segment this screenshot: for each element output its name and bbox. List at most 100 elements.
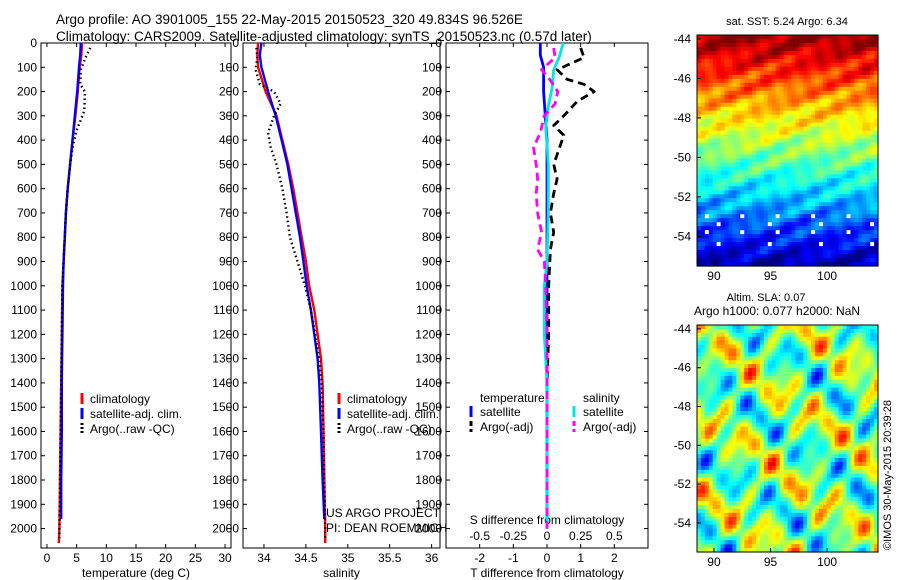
map-cell — [720, 391, 726, 397]
map-cell — [866, 438, 871, 444]
map-cell — [874, 250, 879, 255]
map-cell — [791, 461, 796, 467]
map-cell — [787, 158, 793, 164]
y-tick-label: 2000 — [415, 522, 442, 536]
map-cell — [771, 106, 777, 112]
map-cell — [838, 202, 844, 207]
map-cell — [744, 202, 749, 207]
map-cell — [700, 38, 706, 44]
map-cell — [728, 94, 734, 100]
map-cell — [759, 150, 765, 156]
map-cell — [791, 70, 796, 76]
map-cell — [744, 38, 749, 44]
map-cell — [850, 214, 855, 219]
map-cell — [862, 134, 867, 140]
map-cell — [811, 332, 816, 338]
map-cell — [842, 150, 848, 156]
map-cell — [775, 403, 781, 408]
map-cell — [811, 54, 816, 60]
map-cell — [712, 150, 718, 156]
map-cell — [846, 395, 852, 400]
map-cell — [767, 166, 773, 172]
map-cell — [716, 170, 722, 175]
map-cell — [846, 481, 852, 487]
map-cell — [716, 485, 722, 490]
map-cell — [724, 411, 730, 416]
y-tick-label: 1700 — [212, 449, 239, 463]
map-cell — [838, 82, 844, 88]
map-cell — [697, 383, 702, 389]
map-cell — [818, 230, 824, 235]
map-cell — [724, 387, 730, 393]
map-cell — [799, 162, 804, 168]
map-cell — [779, 194, 785, 199]
map-cell — [697, 170, 702, 175]
map-cell — [795, 473, 800, 479]
map-cell — [763, 364, 769, 369]
map-y-tick-label: -50 — [674, 150, 692, 164]
map-cell — [811, 360, 816, 365]
map-cell — [756, 489, 761, 494]
map-cell — [866, 258, 871, 263]
map-cell — [842, 473, 848, 479]
map-cell — [708, 114, 714, 120]
x-tick-label: 15 — [129, 551, 143, 565]
map-cell — [850, 348, 855, 353]
map-cell — [728, 162, 734, 168]
map-cell — [712, 166, 718, 172]
map-cell — [838, 126, 844, 132]
map-cell — [700, 254, 706, 259]
map-cell — [799, 166, 804, 172]
map-cell — [697, 182, 702, 187]
map-cell — [704, 102, 710, 108]
map-cell — [775, 411, 781, 416]
map-cell — [874, 70, 879, 76]
map-cell — [712, 352, 718, 357]
map-cell — [756, 336, 761, 342]
map-cell — [818, 78, 824, 84]
map-cell — [870, 465, 875, 471]
map-cell — [700, 415, 706, 420]
map-cell — [700, 222, 706, 227]
map-cell — [870, 206, 875, 211]
map-cell — [815, 469, 820, 475]
map-cell — [779, 379, 785, 385]
map-cell — [724, 325, 730, 330]
map-cell — [834, 210, 840, 215]
map-cell — [744, 46, 749, 52]
map-cell — [850, 371, 855, 377]
map-cell — [775, 254, 781, 259]
map-cell — [803, 258, 808, 263]
map-cell — [870, 477, 875, 483]
map-cell — [846, 74, 852, 80]
map-cell — [799, 214, 804, 219]
map-cell — [756, 226, 761, 231]
map-cell — [826, 238, 832, 243]
map-cell — [736, 473, 741, 479]
map-cell — [748, 210, 753, 215]
map-cell — [858, 130, 863, 136]
map-cell — [700, 340, 706, 346]
map-cell — [822, 364, 828, 369]
map-cell — [697, 250, 702, 255]
map-cell — [846, 438, 852, 444]
map-cell — [858, 360, 863, 365]
map-cell — [748, 170, 753, 175]
map-cell — [807, 194, 812, 199]
map-cell — [752, 150, 757, 156]
map-cell — [826, 90, 832, 96]
map-cell — [759, 246, 765, 251]
map-cell — [799, 371, 804, 377]
map-cell — [846, 473, 852, 479]
map-cell — [748, 254, 753, 259]
map-cell — [862, 142, 867, 148]
map-cell — [787, 218, 793, 223]
map-cell — [752, 90, 757, 96]
map-cell — [846, 174, 852, 179]
legend-title: salinity — [583, 391, 620, 405]
map-cell — [732, 371, 737, 377]
map-cell — [756, 102, 761, 108]
map-cell — [728, 360, 734, 365]
map-cell — [771, 336, 777, 342]
map-cell — [775, 364, 781, 369]
